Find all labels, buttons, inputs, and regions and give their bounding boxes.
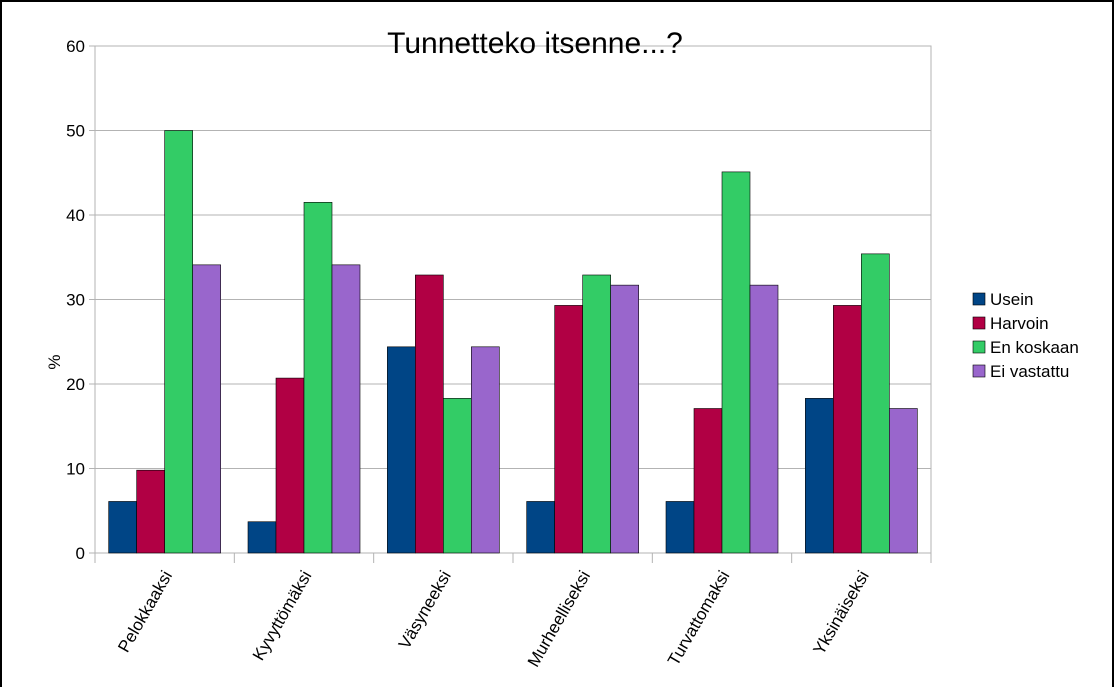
- legend-swatch: [972, 292, 986, 306]
- bar-en-koskaan-3: [582, 274, 611, 554]
- chart-title: Tunnetteko itsenne...?: [387, 27, 683, 60]
- bar-ei-vastattu-5: [889, 408, 918, 554]
- bar-usein-2: [387, 346, 416, 554]
- legend-swatch: [972, 340, 986, 354]
- legend: Usein Harvoin En koskaan Ei vastattu: [972, 290, 1079, 381]
- bar-usein-3: [526, 501, 555, 554]
- bar-usein-1: [247, 521, 277, 554]
- bar-harvoin-0: [136, 469, 165, 554]
- bar-en-koskaan-2: [443, 398, 472, 554]
- bars: [108, 130, 918, 554]
- y-axis: 0 10 20 30 40 50 60: [66, 37, 95, 563]
- gridlines: [95, 45, 931, 469]
- bar-en-koskaan-0: [164, 130, 193, 554]
- y-tick-label: 10: [66, 460, 85, 479]
- bar-ei-vastattu-1: [331, 264, 361, 554]
- legend-label: Harvoin: [990, 314, 1049, 333]
- y-tick-label: 0: [76, 544, 85, 563]
- y-tick-label: 60: [66, 37, 85, 56]
- bar-en-koskaan-4: [721, 171, 751, 554]
- bar-en-koskaan-1: [303, 202, 333, 554]
- bar-ei-vastattu-3: [610, 284, 639, 554]
- bar-ei-vastattu-2: [471, 346, 500, 554]
- bar-harvoin-1: [275, 377, 305, 554]
- y-axis-label: %: [45, 354, 64, 369]
- bar-harvoin-2: [415, 274, 444, 554]
- legend-swatch: [972, 364, 986, 378]
- y-tick-label: 30: [66, 291, 85, 310]
- y-tick-label: 20: [66, 375, 85, 394]
- bar-harvoin-5: [833, 305, 862, 554]
- bar-ei-vastattu-0: [192, 264, 221, 554]
- legend-label: Usein: [990, 290, 1033, 309]
- legend-swatch: [972, 316, 986, 330]
- y-tick-label: 40: [66, 206, 85, 225]
- bar-harvoin-3: [554, 305, 583, 554]
- bar-en-koskaan-5: [861, 253, 890, 554]
- legend-label: Ei vastattu: [990, 362, 1069, 381]
- bar-usein-4: [665, 501, 695, 554]
- bar-ei-vastattu-4: [749, 284, 779, 554]
- bar-harvoin-4: [693, 408, 723, 554]
- legend-label: En koskaan: [990, 338, 1079, 357]
- y-tick-label: 50: [66, 122, 85, 141]
- bar-usein-0: [108, 501, 137, 554]
- bar-usein-5: [805, 398, 834, 554]
